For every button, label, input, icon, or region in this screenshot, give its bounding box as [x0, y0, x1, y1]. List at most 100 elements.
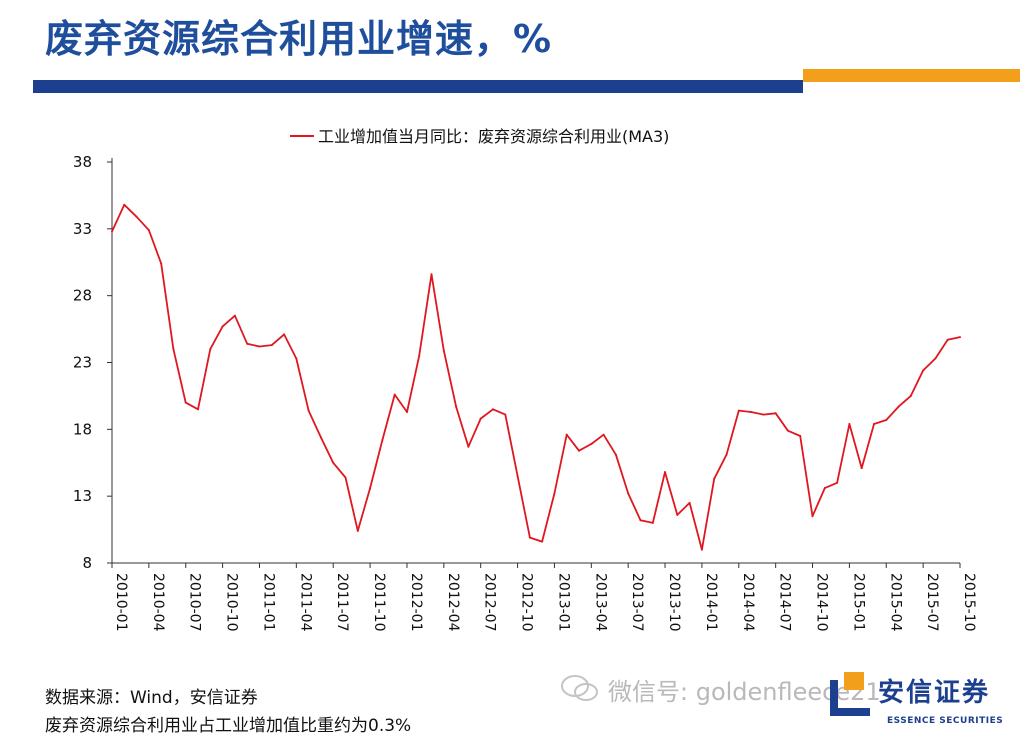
x-tick-label: 2014-04	[740, 573, 756, 632]
data-point	[750, 410, 753, 413]
data-point	[823, 487, 826, 490]
data-point	[381, 439, 384, 442]
x-tick-label: 2011-01	[260, 573, 276, 632]
data-point	[123, 203, 126, 206]
x-tick-label: 2010-10	[224, 573, 240, 632]
data-point	[295, 357, 298, 360]
data-point	[860, 467, 863, 470]
data-point	[369, 487, 372, 490]
y-tick-label: 28	[73, 287, 92, 305]
chart-legend: 工业增加值当月同比：废弃资源综合利用业(MA3)	[290, 127, 669, 146]
x-tick-label: 2013-10	[666, 573, 682, 632]
data-point	[418, 354, 421, 357]
y-tick-label: 38	[73, 153, 92, 171]
data-point	[614, 453, 617, 456]
data-point	[479, 417, 482, 420]
legend-label: 工业增加值当月同比：废弃资源综合利用业(MA3)	[318, 127, 669, 146]
data-point	[590, 443, 593, 446]
x-tick-label: 2010-01	[113, 573, 129, 632]
data-point	[946, 338, 949, 341]
data-point	[811, 515, 814, 518]
logo-name-cn: 安信证券	[878, 678, 991, 708]
data-point	[774, 412, 777, 415]
data-point	[627, 492, 630, 495]
data-point	[922, 369, 925, 372]
data-point	[639, 519, 642, 522]
data-point	[934, 357, 937, 360]
data-point	[332, 461, 335, 464]
y-tick-label: 33	[73, 220, 92, 238]
data-point	[688, 501, 691, 504]
logo-name-en: ESSENCE SECURITIES	[887, 716, 1004, 726]
data-point	[246, 342, 249, 345]
y-tick-label: 23	[73, 354, 92, 372]
data-point	[651, 521, 654, 524]
data-point	[762, 413, 765, 416]
data-point	[405, 410, 408, 413]
x-tick-label: 2012-10	[519, 573, 535, 632]
data-point	[700, 548, 703, 551]
x-tick-label: 2012-04	[445, 573, 461, 632]
data-point	[197, 408, 200, 411]
data-point	[209, 348, 212, 351]
data-point	[356, 529, 359, 532]
data-point	[528, 536, 531, 539]
x-tick-label: 2015-01	[850, 573, 866, 632]
x-tick-label: 2012-07	[482, 573, 498, 632]
x-tick-label: 2011-07	[334, 573, 350, 632]
x-tick-label: 2013-07	[629, 573, 645, 632]
data-point	[283, 333, 286, 336]
data-point	[848, 422, 851, 425]
x-tick-label: 2012-01	[408, 573, 424, 632]
y-tick-label: 13	[73, 487, 92, 505]
data-point	[713, 477, 716, 480]
data-point	[491, 408, 494, 411]
wechat-icon	[561, 675, 598, 701]
x-tick-label: 2011-10	[371, 573, 387, 632]
data-point	[737, 409, 740, 412]
weight-note: 废弃资源综合利用业占工业增加值比重约为0.3%	[45, 716, 412, 736]
data-point	[516, 475, 519, 478]
x-tick-label: 2015-10	[961, 573, 977, 632]
data-point	[258, 345, 261, 348]
data-point	[909, 394, 912, 397]
x-tick-labels: 2010-01 2010-04 2010-07 2010-10 2011-01 2011-…	[111, 563, 977, 632]
data-point	[319, 436, 322, 439]
series-group	[111, 203, 961, 551]
data-point	[885, 418, 888, 421]
data-point	[307, 409, 310, 412]
data-point	[467, 445, 470, 448]
data-point	[676, 513, 679, 516]
data-point	[172, 348, 175, 351]
source-note: 数据来源：Wind，安信证券	[45, 688, 258, 708]
data-point	[221, 325, 224, 328]
data-point	[184, 401, 187, 404]
data-point	[270, 344, 273, 347]
data-point	[344, 476, 347, 479]
x-tick-label: 2015-07	[924, 573, 940, 632]
y-tick-label: 18	[73, 420, 92, 438]
data-point	[430, 273, 433, 276]
x-tick-label: 2010-04	[150, 573, 166, 632]
essence-logo-icon	[830, 672, 870, 716]
data-point	[504, 413, 507, 416]
y-tick-label: 8	[82, 554, 92, 572]
data-point	[959, 336, 961, 339]
data-point	[872, 422, 875, 425]
data-point	[786, 429, 789, 432]
data-point	[799, 435, 802, 438]
data-point	[664, 471, 667, 474]
data-point	[147, 229, 150, 232]
data-point	[541, 540, 544, 543]
x-tick-label: 2014-01	[703, 573, 719, 632]
x-tick-label: 2013-01	[555, 573, 571, 632]
data-point	[111, 230, 113, 233]
data-point	[836, 481, 839, 484]
chart-axes	[111, 158, 960, 564]
data-point	[553, 492, 556, 495]
data-point	[725, 453, 728, 456]
data-point	[602, 433, 605, 436]
x-tick-label: 2011-04	[297, 573, 313, 632]
series-line	[111, 203, 961, 551]
